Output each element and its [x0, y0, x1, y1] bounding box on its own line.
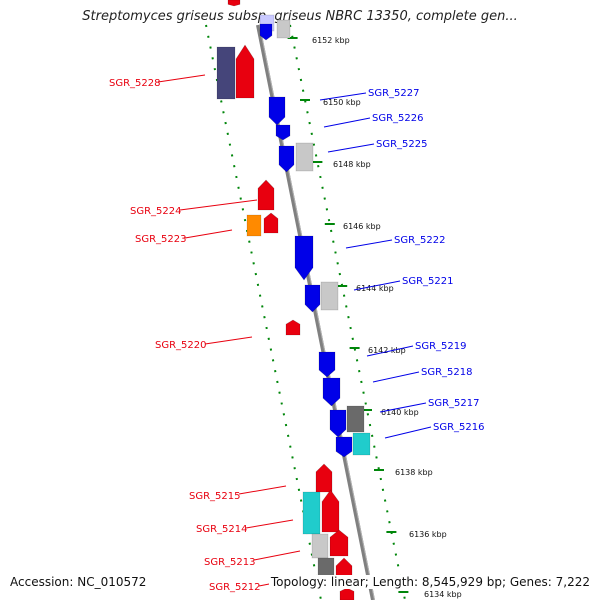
leader-line-sgr-5225 [327, 143, 375, 153]
scale-label: 6138 kbp [395, 468, 433, 477]
gene-sgr-5223-companion [263, 212, 279, 234]
gene-label-sgr-5216: SGR_5216 [433, 422, 485, 433]
gene-label-sgr-5215: SGR_5215 [189, 491, 241, 502]
gene-sgr-5228-companion [216, 46, 236, 100]
gene-sgr-5223 [246, 214, 262, 237]
scale-label: 6150 kbp [323, 98, 361, 107]
gene-sgr-5221 [304, 284, 321, 313]
genome-summary: Topology: linear; Length: 8,545,929 bp; … [268, 575, 590, 589]
gene-sgr-5216 [335, 436, 353, 458]
leader-line-sgr-5227 [319, 92, 367, 101]
gene-label-sgr-5219: SGR_5219 [415, 341, 467, 352]
scale-label: 6144 kbp [356, 284, 394, 293]
gene-sgr-5228 [235, 44, 255, 99]
gene-label-sgr-5223: SGR_5223 [135, 234, 187, 245]
gene-label-sgr-5221: SGR_5221 [402, 276, 454, 287]
gene-label-sgr-5217: SGR_5217 [428, 398, 480, 409]
leader-line-sgr-5220 [204, 336, 253, 345]
scale-label: 6142 kbp [368, 346, 406, 355]
gene-label-sgr-5214: SGR_5214 [196, 524, 248, 535]
leader-line-sgr-5217 [379, 402, 427, 413]
scale-label: 6140 kbp [381, 408, 419, 417]
gene-label-sgr-5212: SGR_5212 [209, 582, 261, 593]
leader-line-sgr-5216 [384, 426, 432, 439]
leader-line-sgr-5219 [366, 345, 414, 357]
gene-label-sgr-5222: SGR_5222 [394, 235, 446, 246]
leader-line-sgr-5226 [323, 117, 371, 128]
gene-sgr-5225 [278, 145, 295, 173]
gene-feature-partial [259, 23, 273, 41]
gene-label-sgr-5220: SGR_5220 [155, 340, 207, 351]
gene-sgr-5225-companion [295, 142, 314, 172]
scale-label: 6136 kbp [409, 530, 447, 539]
gene-label-sgr-5224: SGR_5224 [130, 206, 182, 217]
scale-label: 6148 kbp [333, 160, 371, 169]
gene-sgr-5216-companion [352, 432, 371, 456]
leader-line-sgr-5228 [157, 74, 206, 83]
gene-sgr-5226 [275, 124, 291, 141]
gene-sgr-5219 [318, 351, 336, 378]
gene-feature-partial [276, 19, 291, 39]
leader-line-sgr-5218 [372, 371, 420, 383]
leader-line-sgr-5223 [184, 229, 233, 239]
gene-sgr-5213 [329, 529, 349, 557]
gene-sgr-5221-companion [320, 281, 339, 311]
gene-sgr-5214 [321, 489, 340, 533]
leader-line-sgr-5213 [253, 550, 301, 561]
leader-line-sgr-5214 [245, 519, 294, 529]
gene-sgr-5215 [302, 491, 321, 535]
scale-label: 6134 kbp [424, 590, 462, 599]
leader-line-sgr-5215 [238, 485, 287, 495]
gene-label-sgr-5226: SGR_5226 [372, 113, 424, 124]
gene-label-sgr-5225: SGR_5225 [376, 139, 428, 150]
gene-label-sgr-5228: SGR_5228 [109, 78, 161, 89]
leader-line-sgr-5221 [353, 280, 401, 291]
gene-sgr-5217-companion [346, 405, 365, 433]
gene-sgr-5218 [322, 377, 341, 407]
gene-sgr-5227 [268, 96, 286, 126]
leader-line-sgr-5224 [179, 199, 258, 211]
gene-feature-partial [227, 0, 241, 7]
gene-feature-partial [339, 587, 355, 600]
scale-label: 6146 kbp [343, 222, 381, 231]
gene-sgr-5224 [257, 179, 275, 211]
gene-sgr-5213-companion [311, 533, 329, 559]
scale-label: 6152 kbp [312, 36, 350, 45]
accession-label: Accession: NC_010572 [10, 575, 149, 589]
gene-sgr-5220 [285, 319, 301, 336]
map-footer: Accession: NC_010572 Topology: linear; L… [10, 575, 590, 591]
gene-label-sgr-5218: SGR_5218 [421, 367, 473, 378]
leader-line-sgr-5222 [345, 239, 393, 249]
gene-feature [315, 463, 333, 493]
gene-label-sgr-5227: SGR_5227 [368, 88, 420, 99]
gene-sgr-5217 [329, 409, 347, 438]
gene-sgr-5222 [294, 235, 314, 281]
gene-label-sgr-5213: SGR_5213 [204, 557, 256, 568]
map-title: Streptomyces griseus subsp. griseus NBRC… [82, 9, 518, 24]
